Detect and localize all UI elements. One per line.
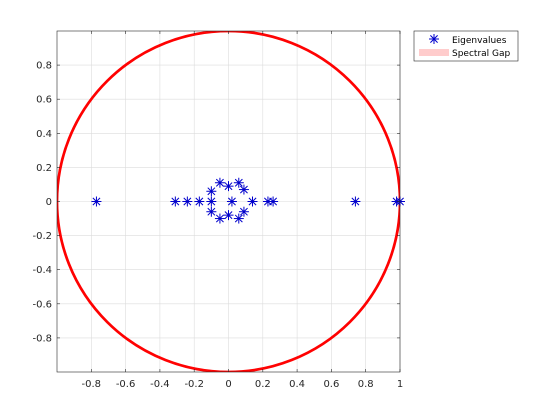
eigenvalue-point xyxy=(233,213,244,224)
x-tick-label: -0.2 xyxy=(184,379,204,390)
eigenvalue-point xyxy=(170,196,181,207)
eigenvalues-series xyxy=(91,177,405,224)
x-tick-label: -0.6 xyxy=(116,379,136,390)
y-tick-label: -0.4 xyxy=(32,265,52,276)
eigenvalue-point xyxy=(214,177,225,188)
eigenvalue-point xyxy=(238,184,249,195)
y-tick-label: 0.8 xyxy=(36,61,52,72)
y-tick-label: -0.8 xyxy=(32,333,52,344)
x-tick-label: 0.8 xyxy=(358,379,374,390)
y-tick-label: 0.4 xyxy=(36,129,52,140)
eigenvalue-point xyxy=(206,186,217,197)
legend-spectral-gap-label: Spectral Gap xyxy=(452,49,511,59)
x-tick-label: 0.2 xyxy=(255,379,271,390)
y-tick-label: 0 xyxy=(46,197,52,208)
y-tick-label: 0.2 xyxy=(36,163,52,174)
x-tick-label: 0.4 xyxy=(289,379,305,390)
legend-eigenvalues-marker xyxy=(429,34,439,44)
y-tick-label: -0.6 xyxy=(32,299,52,310)
eigenvalue-point xyxy=(206,206,217,217)
eigenvalue-point xyxy=(206,196,217,207)
eigenvalue-point xyxy=(194,196,205,207)
x-tick-label: -0.8 xyxy=(82,379,102,390)
eigenvalue-point xyxy=(238,206,249,217)
legend-asterisk-icon xyxy=(429,34,439,44)
eigenvalue-point xyxy=(233,177,244,188)
legend-eigenvalues-label: Eigenvalues xyxy=(452,36,507,46)
y-tick-label: 0.6 xyxy=(36,95,52,106)
y-tick-label: -0.2 xyxy=(32,231,52,242)
legend-spectral-gap-swatch xyxy=(419,49,449,56)
ticks: -0.8 -0.6 -0.4 -0.2 0 0.2 0.4 0.6 0.8 1 -0.8 -0.6 -0… xyxy=(32,31,403,390)
eigenvalue-point xyxy=(214,213,225,224)
x-tick-label: -0.4 xyxy=(150,379,170,390)
legend[interactable]: Eigenvalues Spectral Gap xyxy=(413,30,519,62)
x-tick-label: 0 xyxy=(225,379,231,390)
eigenvalue-point xyxy=(223,210,234,221)
eigenvalue-point xyxy=(226,196,237,207)
eigenvalue-point xyxy=(268,196,279,207)
eigenvalue-point xyxy=(91,196,102,207)
x-tick-label: 0.6 xyxy=(323,379,339,390)
x-tick-label: 1 xyxy=(397,379,403,390)
eigenvalue-point xyxy=(182,196,193,207)
eigenvalue-point xyxy=(223,181,234,192)
eigenvalue-point xyxy=(247,196,258,207)
eigenvalue-point xyxy=(350,196,361,207)
